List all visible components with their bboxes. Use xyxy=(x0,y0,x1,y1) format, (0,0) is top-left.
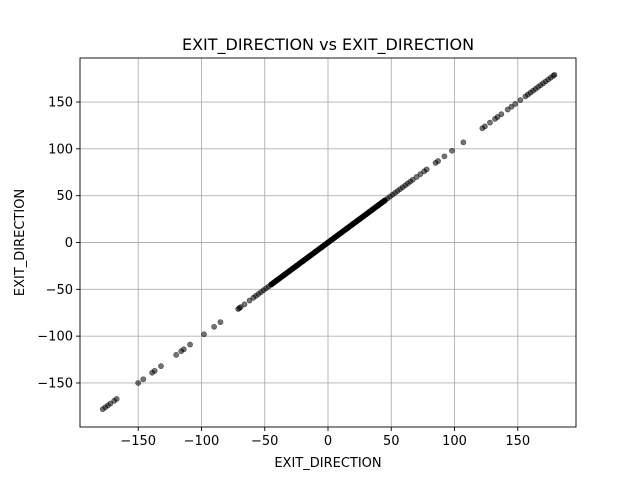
scatter-point xyxy=(441,153,448,160)
x-axis-label: EXIT_DIRECTION xyxy=(274,456,381,471)
y-tick-label: −150 xyxy=(37,376,73,391)
scatter-point xyxy=(268,281,274,288)
y-tick-label: 150 xyxy=(48,96,73,111)
scatter-point xyxy=(180,346,187,353)
x-tick-label: −150 xyxy=(120,434,156,449)
scatter-point xyxy=(481,123,488,130)
scatter-point xyxy=(508,103,515,110)
scatter-point xyxy=(201,331,207,338)
scatter-point xyxy=(487,119,493,126)
y-axis-label: EXIT_DIRECTION xyxy=(13,189,28,296)
grid xyxy=(80,58,576,427)
x-tick-label: 100 xyxy=(442,434,467,449)
scatter-point xyxy=(293,263,300,269)
scatter-point xyxy=(280,272,287,279)
y-tick-label: 100 xyxy=(48,142,73,157)
scatter-point xyxy=(504,106,511,113)
chart-title: EXIT_DIRECTION vs EXIT_DIRECTION xyxy=(182,35,474,55)
scatter-point xyxy=(318,244,325,251)
scatter-point xyxy=(375,202,382,208)
scatter-point xyxy=(237,304,244,311)
scatter-point xyxy=(173,351,180,358)
scatter-point xyxy=(306,253,312,260)
scatter-point xyxy=(423,166,430,173)
scatter-point xyxy=(211,323,218,330)
scatter-point xyxy=(551,71,558,78)
scatter-point xyxy=(369,206,376,213)
scatter-point xyxy=(494,114,501,120)
scatter-point xyxy=(151,367,158,374)
scatter-point xyxy=(217,319,224,326)
scatter-point xyxy=(498,111,505,118)
y-tick-label: 50 xyxy=(56,189,73,204)
scatter-point xyxy=(287,267,293,274)
scatter-point xyxy=(140,376,147,383)
x-tick-label: 50 xyxy=(383,434,400,449)
y-axis-ticks: −150 −100 −50 0 50 100 150 xyxy=(37,96,80,391)
y-tick-label: 0 xyxy=(65,236,73,251)
scatter-point xyxy=(312,248,319,255)
scatter-point xyxy=(350,220,357,227)
scatter-point xyxy=(413,174,420,180)
scatter-point xyxy=(512,100,519,107)
x-tick-label: 0 xyxy=(324,434,332,449)
scatter-point xyxy=(158,363,164,370)
x-tick-label: −50 xyxy=(251,434,278,449)
scatter-point xyxy=(331,234,338,241)
scatter-point xyxy=(113,396,120,402)
scatter-point xyxy=(417,171,424,178)
scatter-points xyxy=(99,71,558,413)
scatter-point xyxy=(337,230,344,237)
scatter-point xyxy=(449,147,455,154)
scatter-point xyxy=(344,225,350,232)
scatter-point xyxy=(299,258,306,265)
y-tick-label: −50 xyxy=(46,283,73,298)
scatter-point xyxy=(274,277,281,283)
scatter-point xyxy=(435,158,441,164)
scatter-point xyxy=(409,176,416,183)
y-tick-label: −100 xyxy=(37,330,73,345)
scatter-point xyxy=(135,380,142,386)
x-axis-ticks: −150 −100 −50 0 50 100 150 xyxy=(120,427,530,449)
scatter-point xyxy=(325,239,331,246)
x-tick-label: 150 xyxy=(505,434,530,449)
x-tick-label: −100 xyxy=(184,434,220,449)
scatter-point xyxy=(241,301,248,308)
scatter-point xyxy=(363,211,369,218)
scatter-point xyxy=(356,216,363,222)
scatter-point xyxy=(460,139,467,146)
scatter-point xyxy=(246,297,253,304)
scatter-point xyxy=(517,97,524,104)
scatter-point xyxy=(107,400,114,407)
scatter-point xyxy=(187,341,193,348)
